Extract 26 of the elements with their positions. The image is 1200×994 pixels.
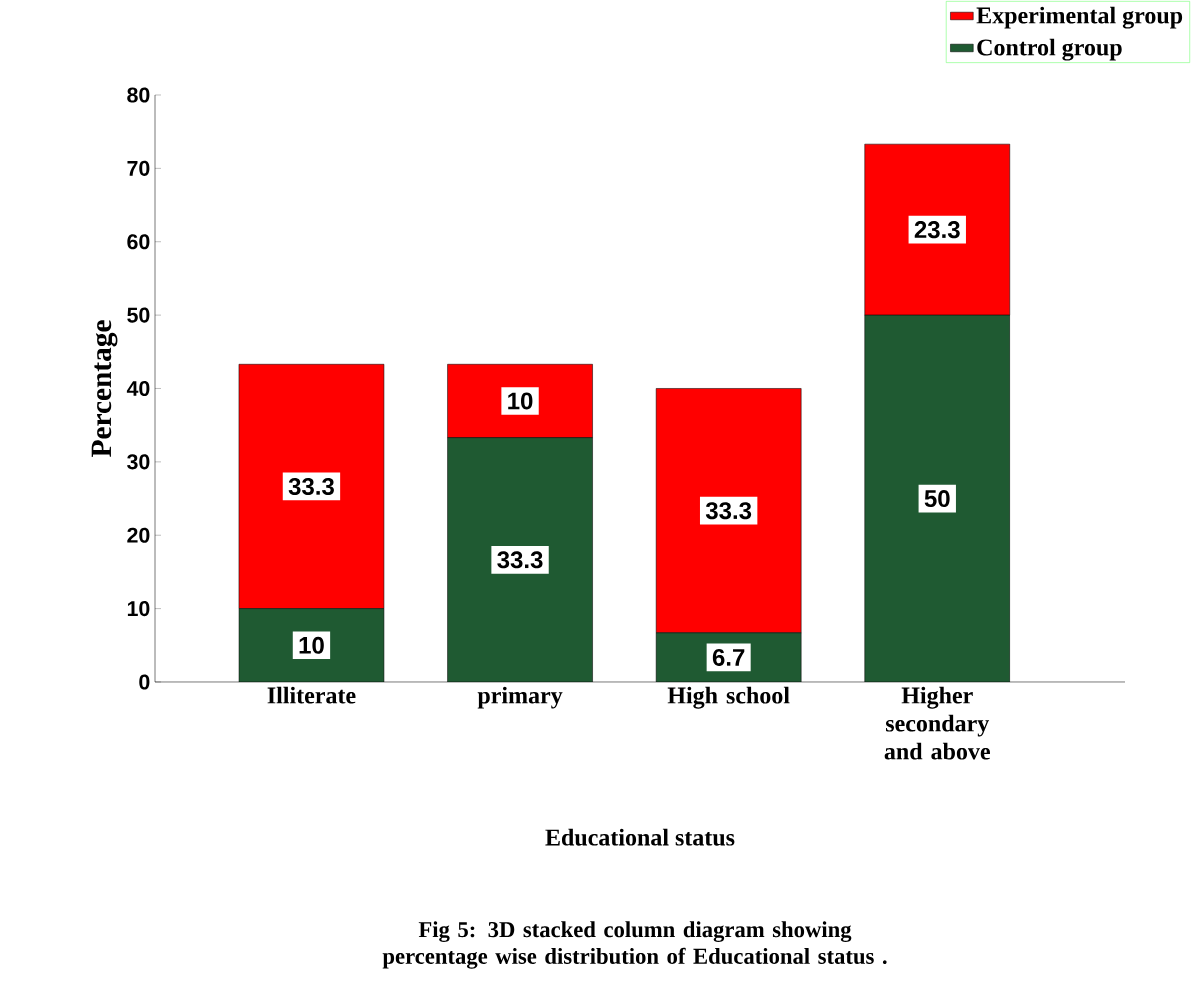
y-tick-label: 70 <box>127 160 150 176</box>
data-label: 50 <box>924 490 950 508</box>
x-tick-label: Higher secondary and above <box>884 686 990 760</box>
data-label: 33.3 <box>705 502 752 520</box>
legend-label: Control group <box>977 38 1122 61</box>
y-tick-label: 50 <box>127 307 150 323</box>
y-tick-label: 30 <box>127 454 150 470</box>
data-label: 6.7 <box>712 648 745 666</box>
data-label: 33.3 <box>288 477 334 495</box>
y-tick-label: 20 <box>127 527 150 543</box>
y-axis-title: Percentage <box>91 320 118 457</box>
data-label: 10 <box>508 392 533 410</box>
x-tick-label: High school <box>667 686 790 709</box>
y-tick-label: 10 <box>127 601 150 617</box>
y-tick-label: 80 <box>127 87 150 103</box>
x-tick-label: primary <box>477 686 563 709</box>
data-label: 23.3 <box>914 221 960 239</box>
y-tick-label: 60 <box>127 234 150 250</box>
y-tick-label: 0 <box>139 674 150 690</box>
x-tick-label: Illiterate <box>267 686 356 704</box>
caption: Fig 5: 3D stacked column diagram showing percentage wise distribution of Educational status . <box>382 921 887 969</box>
legend-label: Experimental group <box>976 6 1183 29</box>
data-label: 10 <box>299 636 324 654</box>
x-axis-title: Educational status <box>545 828 735 846</box>
y-tick-label: 40 <box>126 380 150 397</box>
data-label: 33.3 <box>497 551 543 569</box>
